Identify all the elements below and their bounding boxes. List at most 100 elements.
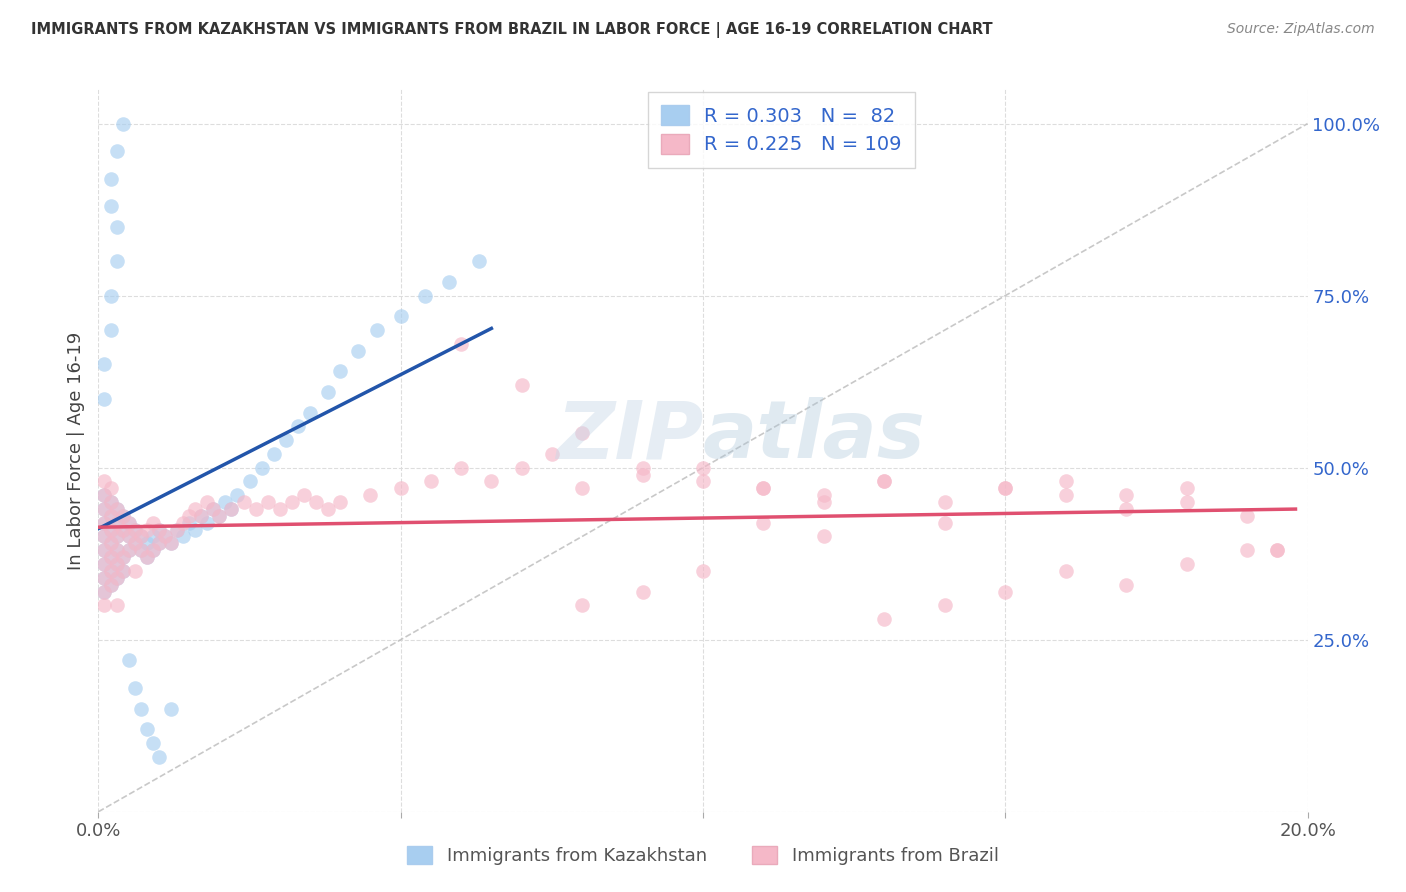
Point	[245, 502, 267, 516]
Point	[100, 495, 122, 509]
Point	[105, 543, 128, 558]
Point	[100, 536, 122, 550]
Point	[437, 275, 460, 289]
Point	[571, 481, 593, 495]
Point	[1054, 564, 1077, 578]
Point	[93, 392, 115, 406]
Point	[93, 543, 115, 558]
Point	[124, 536, 146, 550]
Point	[124, 523, 146, 537]
Point	[142, 543, 165, 558]
Point	[1267, 543, 1289, 558]
Point	[1175, 481, 1198, 495]
Point	[124, 681, 146, 695]
Point	[93, 557, 115, 571]
Point	[299, 406, 322, 420]
Point	[274, 433, 297, 447]
Point	[111, 117, 134, 131]
Point	[93, 584, 115, 599]
Point	[281, 495, 304, 509]
Point	[118, 516, 141, 530]
Point	[450, 460, 472, 475]
Point	[111, 564, 134, 578]
Point	[1115, 502, 1137, 516]
Point	[100, 577, 122, 591]
Point	[481, 475, 503, 489]
Point	[100, 523, 122, 537]
Point	[1267, 543, 1289, 558]
Point	[111, 508, 134, 523]
Point	[190, 508, 212, 523]
Point	[360, 488, 382, 502]
Point	[1175, 557, 1198, 571]
Point	[93, 488, 115, 502]
Point	[1054, 475, 1077, 489]
Point	[263, 447, 285, 461]
Point	[221, 502, 243, 516]
Point	[752, 481, 775, 495]
Point	[1175, 495, 1198, 509]
Point	[250, 460, 273, 475]
Point	[111, 523, 134, 537]
Point	[329, 364, 352, 378]
Point	[129, 543, 152, 558]
Point	[148, 749, 170, 764]
Point	[135, 536, 157, 550]
Point	[111, 550, 134, 565]
Point	[135, 550, 157, 565]
Point	[631, 467, 654, 482]
Point	[226, 488, 249, 502]
Point	[160, 536, 183, 550]
Point	[631, 460, 654, 475]
Point	[195, 495, 218, 509]
Point	[179, 516, 201, 530]
Point	[631, 584, 654, 599]
Point	[202, 502, 225, 516]
Point	[93, 529, 115, 543]
Point	[190, 508, 212, 523]
Point	[256, 495, 278, 509]
Point	[934, 599, 956, 613]
Point	[389, 310, 412, 324]
Point	[124, 523, 146, 537]
Point	[100, 508, 122, 523]
Point	[184, 523, 207, 537]
Point	[468, 254, 491, 268]
Point	[239, 475, 262, 489]
Point	[873, 475, 896, 489]
Point	[1236, 543, 1258, 558]
Y-axis label: In Labor Force | Age 16-19: In Labor Force | Age 16-19	[66, 331, 84, 570]
Point	[420, 475, 443, 489]
Point	[105, 543, 128, 558]
Point	[221, 502, 243, 516]
Point	[100, 550, 122, 565]
Point	[142, 543, 165, 558]
Point	[148, 536, 170, 550]
Point	[100, 550, 122, 565]
Point	[692, 475, 714, 489]
Point	[93, 475, 115, 489]
Point	[105, 254, 128, 268]
Point	[873, 612, 896, 626]
Text: atlas: atlas	[703, 397, 925, 475]
Legend: Immigrants from Kazakhstan, Immigrants from Brazil: Immigrants from Kazakhstan, Immigrants f…	[398, 837, 1008, 874]
Point	[148, 523, 170, 537]
Point	[100, 481, 122, 495]
Point	[111, 550, 134, 565]
Point	[93, 502, 115, 516]
Point	[347, 343, 370, 358]
Point	[118, 529, 141, 543]
Point	[105, 516, 128, 530]
Point	[111, 508, 134, 523]
Point	[93, 543, 115, 558]
Point	[195, 516, 218, 530]
Point	[148, 536, 170, 550]
Point	[118, 529, 141, 543]
Point	[93, 571, 115, 585]
Point	[100, 564, 122, 578]
Point	[100, 171, 122, 186]
Point	[118, 516, 141, 530]
Point	[934, 516, 956, 530]
Point	[166, 523, 188, 537]
Point	[135, 523, 157, 537]
